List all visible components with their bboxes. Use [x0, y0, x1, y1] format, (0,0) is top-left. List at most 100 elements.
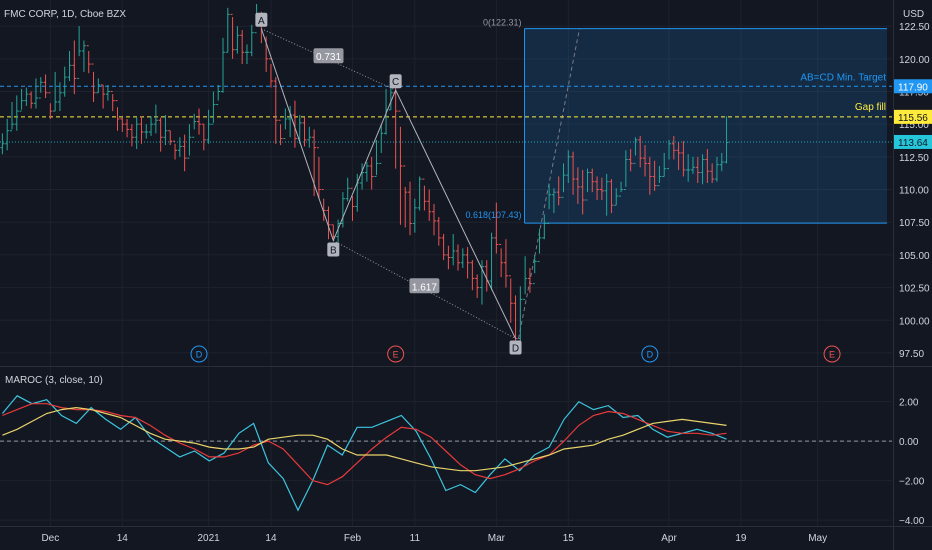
horizontal-levels[interactable]: AB=CD Min. Target Gap fill — [0, 72, 892, 143]
point-label-a[interactable]: A — [255, 12, 268, 27]
candle — [5, 118, 10, 151]
candle — [398, 110, 403, 225]
candle — [724, 116, 729, 164]
candle — [619, 181, 624, 197]
time-tick-label: 11 — [410, 533, 421, 544]
time-tick-label: 19 — [735, 533, 747, 544]
price-tick-label: 112.50 — [899, 153, 929, 164]
time-tick-label: Apr — [661, 533, 677, 544]
candle — [9, 101, 14, 132]
price-tick-label: 107.50 — [899, 218, 930, 229]
candle — [67, 50, 72, 82]
candle — [417, 176, 422, 211]
candle — [643, 145, 648, 177]
candle — [513, 295, 518, 348]
candle — [455, 244, 460, 271]
candle — [360, 163, 365, 190]
candle — [561, 163, 566, 198]
currency-label[interactable]: USD — [903, 9, 924, 20]
candle — [494, 202, 499, 254]
marker-circle — [823, 345, 841, 363]
candle — [153, 104, 158, 134]
candle — [369, 156, 374, 190]
candle — [595, 176, 600, 200]
gap-fill-label: Gap fill — [855, 102, 886, 113]
point-label-bg — [509, 340, 522, 355]
candle — [609, 179, 614, 214]
earnings-marker: E — [387, 345, 405, 363]
candle — [647, 156, 652, 195]
candle — [523, 256, 528, 300]
price-tick-label: 102.50 — [899, 284, 930, 295]
candle — [340, 192, 345, 228]
candle — [268, 58, 273, 88]
time-tick-label: 2021 — [197, 533, 220, 544]
candle — [460, 248, 465, 268]
axes: 97.50100.00102.50105.00107.50110.00112.5… — [41, 22, 932, 544]
candle — [590, 168, 595, 193]
price-tick-label: 110.00 — [899, 186, 929, 197]
fib-extension-box[interactable]: 0(122.31) 0.618(107.43) — [465, 18, 887, 339]
candle — [408, 181, 413, 236]
candle — [518, 286, 523, 342]
candle — [72, 40, 77, 95]
ab-cd-target-level-tag: 117.90 — [894, 79, 932, 94]
candle — [412, 198, 417, 233]
maroc-slow-line — [2, 406, 727, 472]
marker-letter: D — [196, 350, 203, 360]
candle — [120, 117, 125, 133]
marker-circle — [641, 345, 659, 363]
candle — [19, 88, 24, 112]
candle — [585, 168, 590, 201]
dividend-marker: D — [641, 345, 659, 363]
marker-letter: D — [647, 350, 654, 360]
point-label-d[interactable]: D — [509, 340, 522, 355]
candle — [388, 87, 393, 111]
candle — [465, 247, 470, 279]
candle — [686, 154, 691, 182]
candle — [230, 13, 235, 59]
candle — [695, 156, 700, 183]
candle — [633, 137, 638, 164]
candle — [158, 117, 163, 152]
candle — [537, 228, 542, 262]
last-price-tag: 113.64 — [894, 134, 932, 149]
symbol-title: FMC CORP, 1D, Cboe BZX — [4, 9, 126, 20]
maroc-signal-line — [2, 403, 727, 486]
candle — [374, 139, 379, 177]
candle — [547, 184, 552, 225]
candle — [345, 177, 350, 202]
point-label-b[interactable]: B — [327, 242, 340, 257]
candle — [302, 117, 307, 147]
candle — [527, 267, 532, 293]
candle — [556, 176, 561, 206]
candle — [551, 188, 556, 214]
candle — [652, 160, 657, 191]
time-tick-label: Dec — [41, 533, 59, 544]
candle — [29, 91, 34, 109]
point-label-c[interactable]: C — [389, 74, 402, 89]
candle — [48, 92, 53, 119]
candle — [221, 37, 225, 93]
ratio-badge-label: 0.731 — [316, 52, 341, 63]
price-tag-text: 115.56 — [898, 113, 928, 124]
candle — [379, 124, 384, 164]
candle — [623, 150, 628, 191]
price-tick-label: 105.00 — [899, 251, 930, 262]
candle — [719, 152, 724, 172]
abcd-pattern[interactable]: 0.731 1.617 A B C D — [255, 12, 522, 355]
candle — [24, 87, 29, 106]
candle — [173, 140, 178, 160]
candle — [235, 26, 240, 54]
abcd-legs[interactable] — [260, 28, 516, 339]
candle — [163, 115, 168, 146]
candle — [33, 78, 38, 109]
ratio-badge-label: 1.617 — [412, 282, 437, 293]
candle — [177, 137, 182, 157]
indicator-tick-label: −4.00 — [899, 516, 925, 527]
ratio-badge: 1.617 — [409, 278, 440, 294]
candle — [110, 91, 115, 112]
candle — [43, 74, 48, 99]
